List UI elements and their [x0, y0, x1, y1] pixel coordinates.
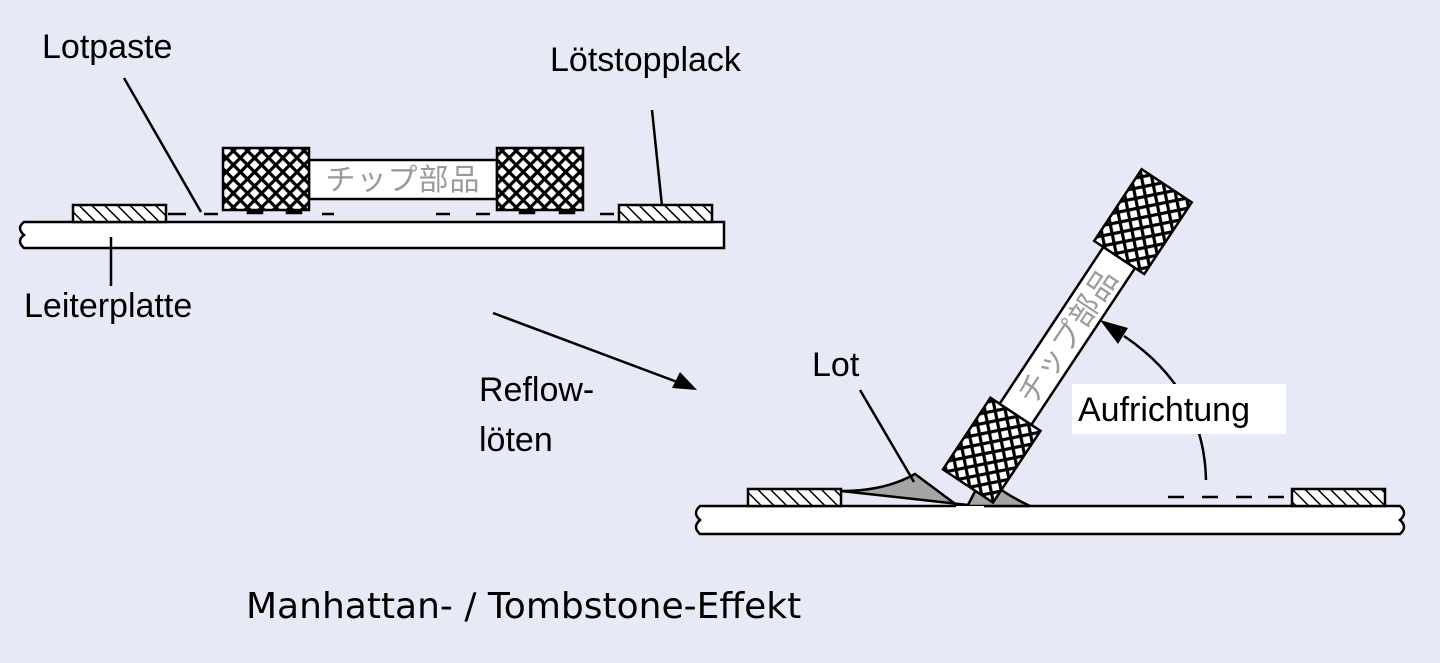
- arrow-right-down-icon: [672, 372, 697, 390]
- chip-component-flat: チップ部品: [221, 146, 585, 212]
- label-reflow-line1: Reflow-: [479, 371, 594, 409]
- board-before: チップ部品 Lotpaste Lötstopplack Leiterplatte: [18, 28, 742, 325]
- label-reflow-line2: löten: [479, 421, 553, 459]
- tilted-chip-terminal-top: [1092, 167, 1194, 276]
- pcb-board-top: [18, 220, 726, 250]
- label-solder: Lot: [812, 346, 860, 384]
- label-lift: Aufrichtung: [1078, 391, 1250, 429]
- board-after: チップ部品 Lot Aufrichtung: [694, 167, 1406, 536]
- pcb-board-bottom: [694, 504, 1406, 536]
- lift-arrow-head: [1100, 320, 1128, 344]
- label-pcb: Leiterplatte: [24, 287, 192, 325]
- solder-mask-left-after: [746, 487, 843, 508]
- chip-body-text: チップ部品: [326, 163, 481, 198]
- chip-component-tilted: チップ部品: [941, 167, 1194, 505]
- solder-paste-leader: [122, 77, 203, 213]
- pad-gap: [956, 506, 984, 519]
- lift-label-bg: [1072, 384, 1286, 434]
- chip-body: [307, 158, 499, 201]
- solder-leader: [858, 389, 916, 483]
- label-solder-mask: Lötstopplack: [550, 41, 742, 79]
- solder-mask-right-after: [1290, 487, 1387, 508]
- chip-terminal-right: [495, 146, 585, 212]
- diagram-title: Manhattan- / Tombstone-Effekt: [246, 586, 801, 627]
- chip-terminal-left: [221, 146, 311, 212]
- label-solder-paste: Lotpaste: [42, 28, 172, 66]
- solder-mask-leader: [650, 109, 664, 207]
- solder-mask-left: [71, 203, 168, 224]
- reflow-transition: Reflow- löten: [479, 311, 697, 459]
- solder-mask-right: [617, 203, 714, 224]
